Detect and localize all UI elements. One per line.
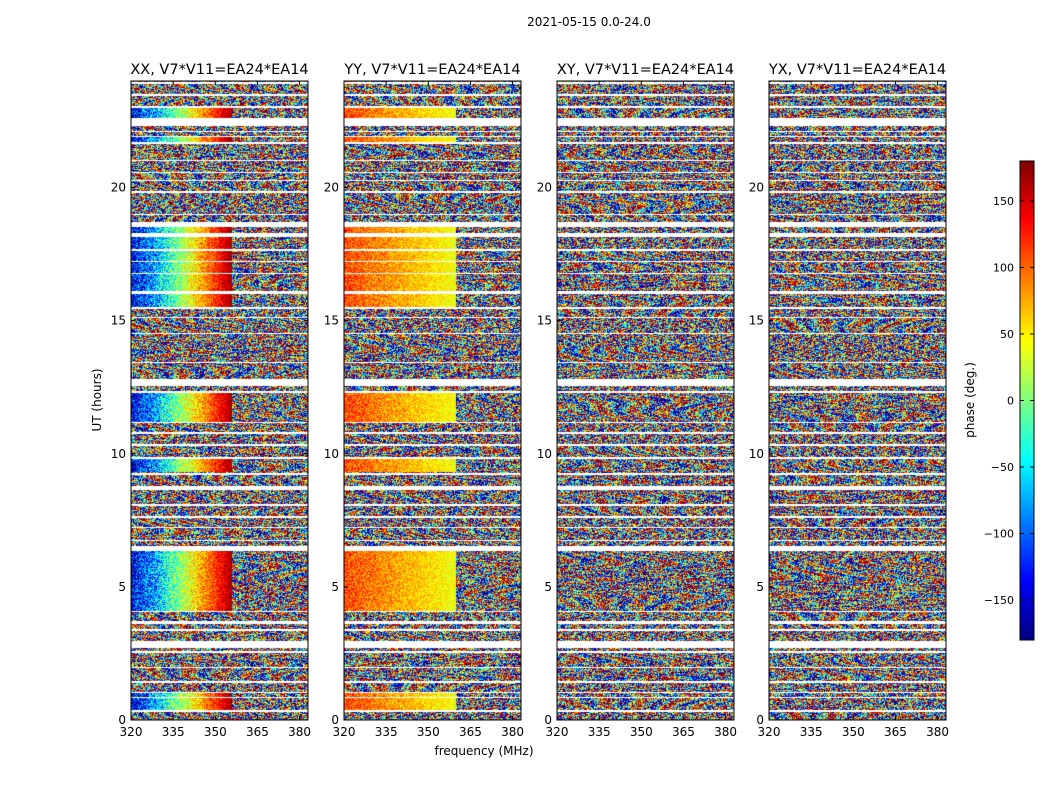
panel-frame bbox=[768, 80, 947, 721]
y-tick-label: 5 bbox=[331, 580, 339, 594]
x-tick-label: 365 bbox=[884, 725, 907, 739]
panel-2: YY, V7*V11=EA24*EA14 320 335 350 365 380 0 5 10 1… bbox=[324, 62, 524, 739]
x-tick-label: 365 bbox=[672, 725, 695, 739]
x-tick-label: 350 bbox=[417, 725, 440, 739]
panel-heatmap bbox=[344, 81, 521, 720]
colorbar-tick-label: −150 bbox=[984, 594, 1014, 607]
panel-4: YX, V7*V11=EA24*EA14 320 335 350 365 380 0 5 10 1… bbox=[749, 62, 949, 739]
x-tick-label: 350 bbox=[630, 725, 653, 739]
y-tick-label: 15 bbox=[324, 314, 339, 328]
panel-title: XY, V7*V11=EA24*EA14 bbox=[557, 62, 734, 78]
y-tick-label: 10 bbox=[537, 447, 552, 461]
colorbar-tick-label: 50 bbox=[1000, 328, 1014, 341]
x-tick-label: 320 bbox=[546, 725, 569, 739]
x-tick-label: 350 bbox=[204, 725, 227, 739]
colorbar-tick-label: −50 bbox=[991, 461, 1014, 474]
y-tick-label: 0 bbox=[331, 713, 339, 727]
figure-suptitle: 2021-05-15 0.0-24.0 bbox=[527, 15, 651, 29]
panel-frame bbox=[130, 80, 309, 721]
y-tick-label: 0 bbox=[118, 713, 126, 727]
x-tick-label: 335 bbox=[588, 725, 611, 739]
y-tick-label: 0 bbox=[756, 713, 764, 727]
x-tick-label: 380 bbox=[501, 725, 524, 739]
x-tick-label: 320 bbox=[333, 725, 356, 739]
panel-heatmap bbox=[769, 81, 946, 720]
colorbar-ticks: 150 100 50 0 −50 −100 −150 bbox=[984, 195, 1034, 607]
panel-3: XY, V7*V11=EA24*EA14 320 335 350 365 380 0 5 10 1… bbox=[537, 62, 737, 739]
y-tick-label: 20 bbox=[749, 181, 764, 195]
y-axis-label: UT (hours) bbox=[90, 368, 104, 431]
x-tick-label: 380 bbox=[288, 725, 311, 739]
x-tick-label: 320 bbox=[758, 725, 781, 739]
x-tick-label: 380 bbox=[926, 725, 949, 739]
x-axis-label: frequency (MHz) bbox=[434, 744, 533, 758]
colorbar-tick-label: 100 bbox=[993, 261, 1014, 274]
y-tick-label: 5 bbox=[756, 580, 764, 594]
colorbar-tick-label: 150 bbox=[993, 195, 1014, 208]
y-tick-label: 20 bbox=[324, 181, 339, 195]
x-tick-label: 365 bbox=[246, 725, 269, 739]
panel-heatmap bbox=[131, 81, 308, 720]
panels: XX, V7*V11=EA24*EA14 320 335 350 365 380 0 5 10 1… bbox=[111, 62, 949, 739]
x-tick-label: 365 bbox=[459, 725, 482, 739]
y-tick-label: 0 bbox=[544, 713, 552, 727]
colorbar-label: phase (deg.) bbox=[963, 362, 977, 438]
y-tick-label: 20 bbox=[537, 181, 552, 195]
x-tick-label: 380 bbox=[714, 725, 737, 739]
y-tick-label: 10 bbox=[749, 447, 764, 461]
x-tick-label: 335 bbox=[162, 725, 185, 739]
panel-title: YY, V7*V11=EA24*EA14 bbox=[343, 62, 520, 78]
panel-frame bbox=[343, 80, 522, 721]
panel-title: XX, V7*V11=EA24*EA14 bbox=[130, 62, 308, 78]
colorbar-tick-label: −100 bbox=[984, 528, 1014, 541]
x-tick-label: 320 bbox=[120, 725, 143, 739]
y-tick-label: 10 bbox=[324, 447, 339, 461]
panel-1: XX, V7*V11=EA24*EA14 320 335 350 365 380 0 5 10 1… bbox=[111, 62, 311, 739]
y-tick-label: 15 bbox=[111, 314, 126, 328]
y-tick-label: 5 bbox=[544, 580, 552, 594]
panel-heatmap bbox=[557, 81, 734, 720]
y-tick-label: 5 bbox=[118, 580, 126, 594]
panel-title: YX, V7*V11=EA24*EA14 bbox=[768, 62, 946, 78]
y-tick-label: 10 bbox=[111, 447, 126, 461]
x-tick-label: 335 bbox=[800, 725, 823, 739]
y-tick-label: 15 bbox=[537, 314, 552, 328]
panel-frame bbox=[556, 80, 735, 721]
x-tick-label: 350 bbox=[842, 725, 865, 739]
x-tick-label: 335 bbox=[375, 725, 398, 739]
colorbar-tick-label: 0 bbox=[1007, 395, 1014, 408]
y-tick-label: 20 bbox=[111, 181, 126, 195]
y-tick-label: 15 bbox=[749, 314, 764, 328]
colorbar: 150 100 50 0 −50 −100 −150 phase (deg.) bbox=[963, 160, 1035, 641]
